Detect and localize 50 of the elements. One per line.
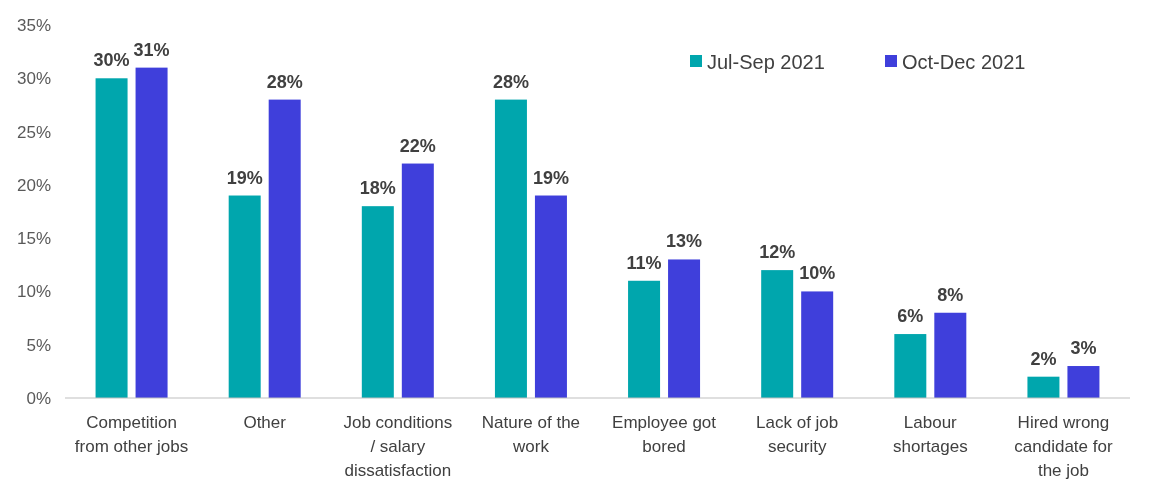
y-tick-label: 15% (16, 229, 51, 249)
bar (361, 206, 394, 398)
data-label: 28% (492, 71, 529, 92)
bar (801, 291, 834, 398)
x-tick-label: Nature of the work (481, 413, 581, 456)
x-tick-label: Job conditions / salary dissatisfaction (343, 413, 453, 479)
data-label: 3% (1070, 338, 1097, 359)
bar (401, 163, 434, 398)
bar (1067, 366, 1100, 398)
bar (761, 270, 794, 398)
x-tick-label: Competition from other jobs (74, 413, 189, 456)
data-label: 19% (532, 167, 569, 188)
x-tick-label: Employee got bored (612, 413, 717, 456)
data-label: 13% (666, 231, 703, 252)
data-label: 10% (799, 263, 836, 284)
data-label: 18% (359, 178, 396, 199)
y-tick-label: 30% (16, 69, 51, 89)
x-tick-label: Other (243, 413, 287, 432)
y-tick-label: 35% (16, 15, 51, 35)
data-label: 19% (226, 167, 263, 188)
data-label: 12% (759, 242, 796, 263)
data-label: 2% (1030, 348, 1057, 369)
data-label: 22% (399, 135, 436, 156)
bar (268, 99, 301, 398)
x-tick-label: Labour shortages (892, 413, 968, 456)
data-label: 30% (93, 50, 130, 71)
bar (894, 334, 927, 398)
y-tick-label: 20% (16, 175, 51, 195)
x-tick-label: Lack of job security (756, 413, 839, 456)
legend-label: Jul-Sep 2021 (707, 51, 825, 73)
bar (1027, 376, 1060, 398)
y-tick-label: 10% (16, 282, 51, 302)
legend-label: Oct-Dec 2021 (902, 51, 1026, 73)
bar (135, 67, 168, 398)
bar (228, 195, 261, 398)
bar (534, 195, 567, 398)
data-label: 28% (266, 71, 303, 92)
x-tick-label: Hired wrong candidate for the job (1014, 413, 1113, 479)
data-label: 6% (897, 306, 924, 327)
bar (668, 259, 701, 398)
y-tick-label: 25% (16, 122, 51, 142)
data-label: 11% (626, 252, 662, 273)
y-tick-label: 5% (26, 335, 51, 355)
bar (95, 78, 128, 398)
data-label: 31% (133, 39, 170, 60)
bar (494, 99, 527, 398)
bar (628, 280, 661, 398)
y-tick-label: 0% (26, 388, 51, 408)
data-label: 8% (937, 284, 964, 305)
bar (934, 312, 967, 398)
